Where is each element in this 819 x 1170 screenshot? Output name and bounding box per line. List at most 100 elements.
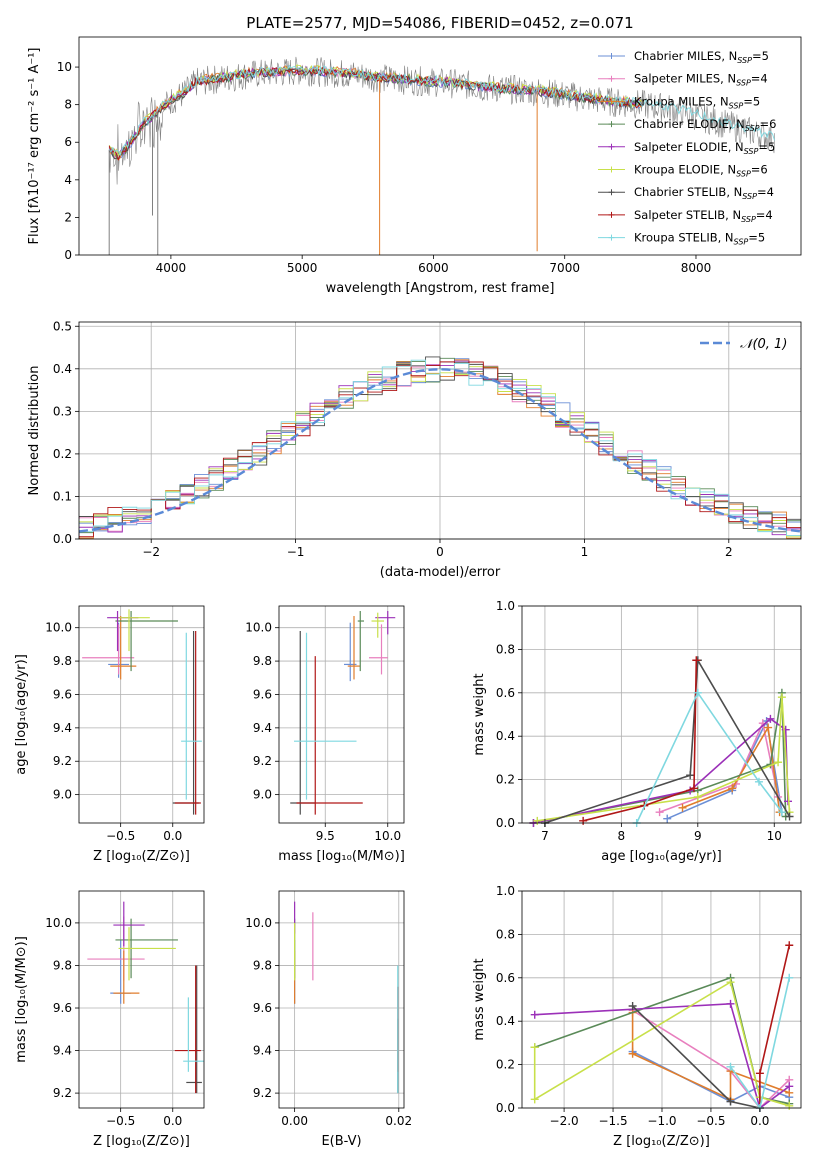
weight-marker	[777, 693, 786, 702]
y-axis-label: age [log₁₀(age/yr)]	[14, 654, 29, 775]
plot-area	[290, 611, 396, 815]
axes-frame	[78, 321, 802, 540]
weight-series	[544, 657, 791, 824]
y-tick-label: 0.8	[496, 927, 515, 941]
weight-series	[632, 1009, 790, 1110]
x-tick-label: 1	[581, 545, 589, 559]
weight-marker	[726, 999, 735, 1008]
legend-marker	[608, 98, 615, 105]
y-tick-label: 9.8	[253, 958, 272, 972]
y-tick-label: 9.8	[53, 958, 72, 972]
y-tick-label: 10	[57, 60, 72, 74]
x-tick-label: 10	[767, 829, 782, 843]
legend-label: Kroupa STELIB, NSSP=5	[634, 231, 765, 247]
y-tick-label: 9.2	[253, 754, 272, 768]
y-tick-label: 8	[64, 98, 72, 112]
x-tick-label: 8	[618, 829, 626, 843]
panel-weight-vs-Z: −2.0 −1.5 −1.0 −0.5 0.0 0.0 0.2 0.4 0.6 0.8 1.0 Z […	[472, 884, 802, 1149]
x-axis-label: E(B-V)	[321, 1134, 361, 1149]
y-tick-label: 9.6	[53, 1001, 72, 1015]
weight-series	[682, 725, 781, 813]
x-tick-label: 5000	[287, 261, 318, 275]
weight-marker	[777, 808, 786, 817]
weight-marker	[785, 973, 794, 982]
y-tick-label: 10.0	[45, 916, 72, 930]
weight-marker	[686, 771, 695, 780]
y-tick-label: 9.4	[253, 1044, 272, 1058]
x-axis-label: mass [log₁₀(M/M⊙)]	[278, 849, 405, 864]
panel-mass-vs-EBV: 0.00 0.02 9.2 9.4 9.6 9.8 10.0 E(B-V)	[245, 890, 412, 1149]
x-tick-label: −1	[287, 545, 305, 559]
y-tick-label: 10.0	[45, 621, 72, 635]
x-axis-label: Z [log₁₀(Z/Z⊙)]	[93, 1134, 190, 1149]
axes-frame	[78, 890, 205, 1109]
legend-label: 𝒩(0, 1)	[740, 337, 787, 352]
weight-marker	[785, 812, 794, 821]
weight-series	[537, 697, 791, 822]
legend-marker	[608, 189, 615, 196]
weight-marker	[785, 1082, 794, 1091]
panel-age-vs-mass: 9.5 10.0 9.0 9.2 9.4 9.6 9.8 10.0 mass [log₁₀(M/…	[245, 605, 405, 864]
plot-area	[294, 901, 399, 1094]
axes-frame	[278, 605, 405, 824]
x-tick-label: 9.5	[316, 829, 335, 843]
weight-series	[666, 718, 783, 820]
x-tick-label: −2.0	[550, 1114, 579, 1128]
y-tick-label: 0.0	[496, 816, 515, 830]
x-tick-label: 0	[436, 545, 444, 559]
legend-marker	[608, 75, 615, 82]
model-spectrum	[108, 64, 775, 157]
y-tick-label: 6	[64, 135, 72, 149]
y-tick-label: 9.4	[53, 1044, 72, 1058]
plot-area	[529, 656, 794, 827]
x-tick-label: 0.0	[750, 1114, 769, 1128]
x-tick-label: 0.00	[281, 1114, 308, 1128]
x-tick-label: −0.5	[696, 1114, 725, 1128]
y-tick-label: 9.2	[253, 1086, 272, 1100]
x-tick-label: 10.0	[374, 829, 401, 843]
panel-mass-vs-Z: −0.5 0.0 9.2 9.4 9.6 9.8 10.0 Z [log₁₀(Z/Z⊙)] ma…	[14, 890, 205, 1149]
y-tick-label: 9.2	[53, 754, 72, 768]
y-axis-label: mass weight	[472, 958, 487, 1040]
y-tick-label: 0.0	[496, 1101, 515, 1115]
y-tick-label: 9.4	[253, 721, 272, 735]
plot-area	[530, 941, 794, 1112]
x-axis-label: age [log₁₀(age/yr)]	[601, 849, 722, 864]
plot-area	[87, 901, 204, 1094]
y-tick-label: 0.8	[496, 642, 515, 656]
weight-series	[635, 691, 783, 824]
x-axis-label: Z [log₁₀(Z/Z⊙)]	[613, 1134, 710, 1149]
weight-marker	[530, 1010, 539, 1019]
weight-marker	[689, 784, 698, 793]
weight-marker	[785, 1101, 794, 1110]
x-tick-label: −0.5	[106, 1114, 135, 1128]
x-axis-label: wavelength [Angstrom, rest frame]	[326, 281, 555, 296]
weight-marker	[785, 941, 794, 950]
y-tick-label: 9.8	[253, 654, 272, 668]
y-tick-label: 9.0	[53, 788, 72, 802]
legend-label: Kroupa MILES, NSSP=5	[634, 94, 760, 110]
weight-marker	[628, 1049, 637, 1058]
weight-marker	[774, 758, 783, 767]
axes-frame	[278, 890, 405, 1109]
legend-marker	[608, 121, 615, 128]
y-tick-label: 0	[64, 248, 72, 262]
panel-spectrum: 4000 5000 6000 7000 8000 0 2 4 6 8 10 wavelength [A…	[27, 36, 802, 296]
figure-title: PLATE=2577, MJD=54086, FIBERID=0452, z=0…	[246, 14, 633, 32]
weight-marker	[755, 1069, 764, 1078]
y-axis-label: Normed distribution	[27, 366, 42, 496]
x-tick-label: 7	[541, 829, 549, 843]
x-tick-label: 4000	[156, 261, 187, 275]
legend-marker	[608, 53, 615, 59]
legend-label: Chabrier ELODIE, NSSP=6	[634, 117, 776, 133]
legend-label: Chabrier MILES, NSSP=5	[634, 49, 769, 65]
legend-label: Salpeter MILES, NSSP=4	[634, 72, 768, 88]
y-axis-label: Flux [fλ10⁻¹⁷ erg cm⁻² s⁻¹ A⁻¹]	[27, 48, 42, 245]
y-tick-label: 0.2	[496, 1058, 515, 1072]
panel-age-vs-Z: −0.5 0.0 9.0 9.2 9.4 9.6 9.8 10.0 Z [log₁₀(Z/Z⊙)…	[14, 605, 205, 864]
legend-marker	[608, 166, 615, 173]
x-axis-label: Z [log₁₀(Z/Z⊙)]	[93, 849, 190, 864]
plot-area	[108, 56, 775, 255]
weight-marker	[766, 714, 775, 723]
y-tick-label: 9.0	[253, 788, 272, 802]
